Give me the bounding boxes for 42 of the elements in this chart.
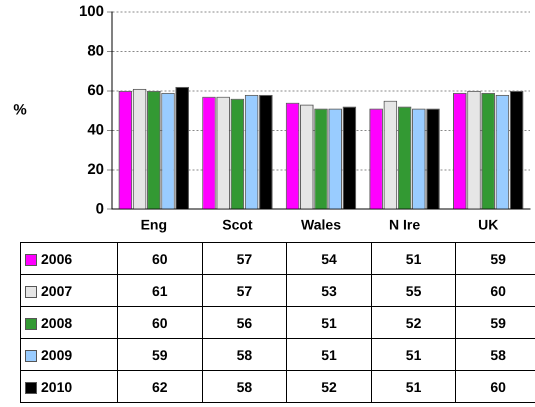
data-label: 51 xyxy=(286,338,372,370)
data-label: 58 xyxy=(202,370,287,402)
legend-label: 2010 xyxy=(41,378,72,394)
y-tick-label: 100 xyxy=(78,3,104,20)
data-label: 52 xyxy=(286,370,372,402)
data-label: 51 xyxy=(371,338,456,370)
data-label: 62 xyxy=(118,370,202,402)
data-label: 58 xyxy=(202,338,287,370)
legend-label: 2006 xyxy=(41,250,72,266)
data-label: 61 xyxy=(118,274,202,306)
data-label: 59 xyxy=(118,338,202,370)
data-label: 53 xyxy=(286,274,372,306)
legend-label: 2007 xyxy=(41,282,72,298)
data-label: 59 xyxy=(456,242,535,274)
x-tick-label: N Ire xyxy=(389,216,420,232)
data-label: 60 xyxy=(456,274,535,306)
data-label: 59 xyxy=(456,306,535,338)
y-tick-label: 40 xyxy=(87,121,104,138)
legend-label: 2009 xyxy=(41,346,72,362)
data-label: 52 xyxy=(371,306,456,338)
data-label: 51 xyxy=(371,370,456,402)
legend-label: 2008 xyxy=(41,314,72,330)
data-label: 57 xyxy=(202,274,287,306)
data-label: 55 xyxy=(371,274,456,306)
data-label: 60 xyxy=(118,306,202,338)
y-tick-label: 0 xyxy=(96,200,104,218)
data-label: 54 xyxy=(286,242,372,274)
y-axis-title: % xyxy=(13,102,27,119)
x-tick-label: Wales xyxy=(301,216,342,232)
data-label: 51 xyxy=(371,242,456,274)
data-label: 60 xyxy=(456,370,535,402)
y-tick-label: 60 xyxy=(87,82,104,100)
data-label: 51 xyxy=(286,306,372,338)
data-label: 60 xyxy=(118,242,202,274)
data-label: 58 xyxy=(456,338,535,370)
data-label: 56 xyxy=(202,306,287,338)
y-tick-label: 80 xyxy=(87,42,104,60)
x-tick-label: Scot xyxy=(222,216,253,232)
x-tick-label: Eng xyxy=(140,216,168,232)
x-tick-label: UK xyxy=(478,216,498,232)
data-label: 57 xyxy=(202,242,287,274)
y-tick-label: 20 xyxy=(87,160,104,178)
